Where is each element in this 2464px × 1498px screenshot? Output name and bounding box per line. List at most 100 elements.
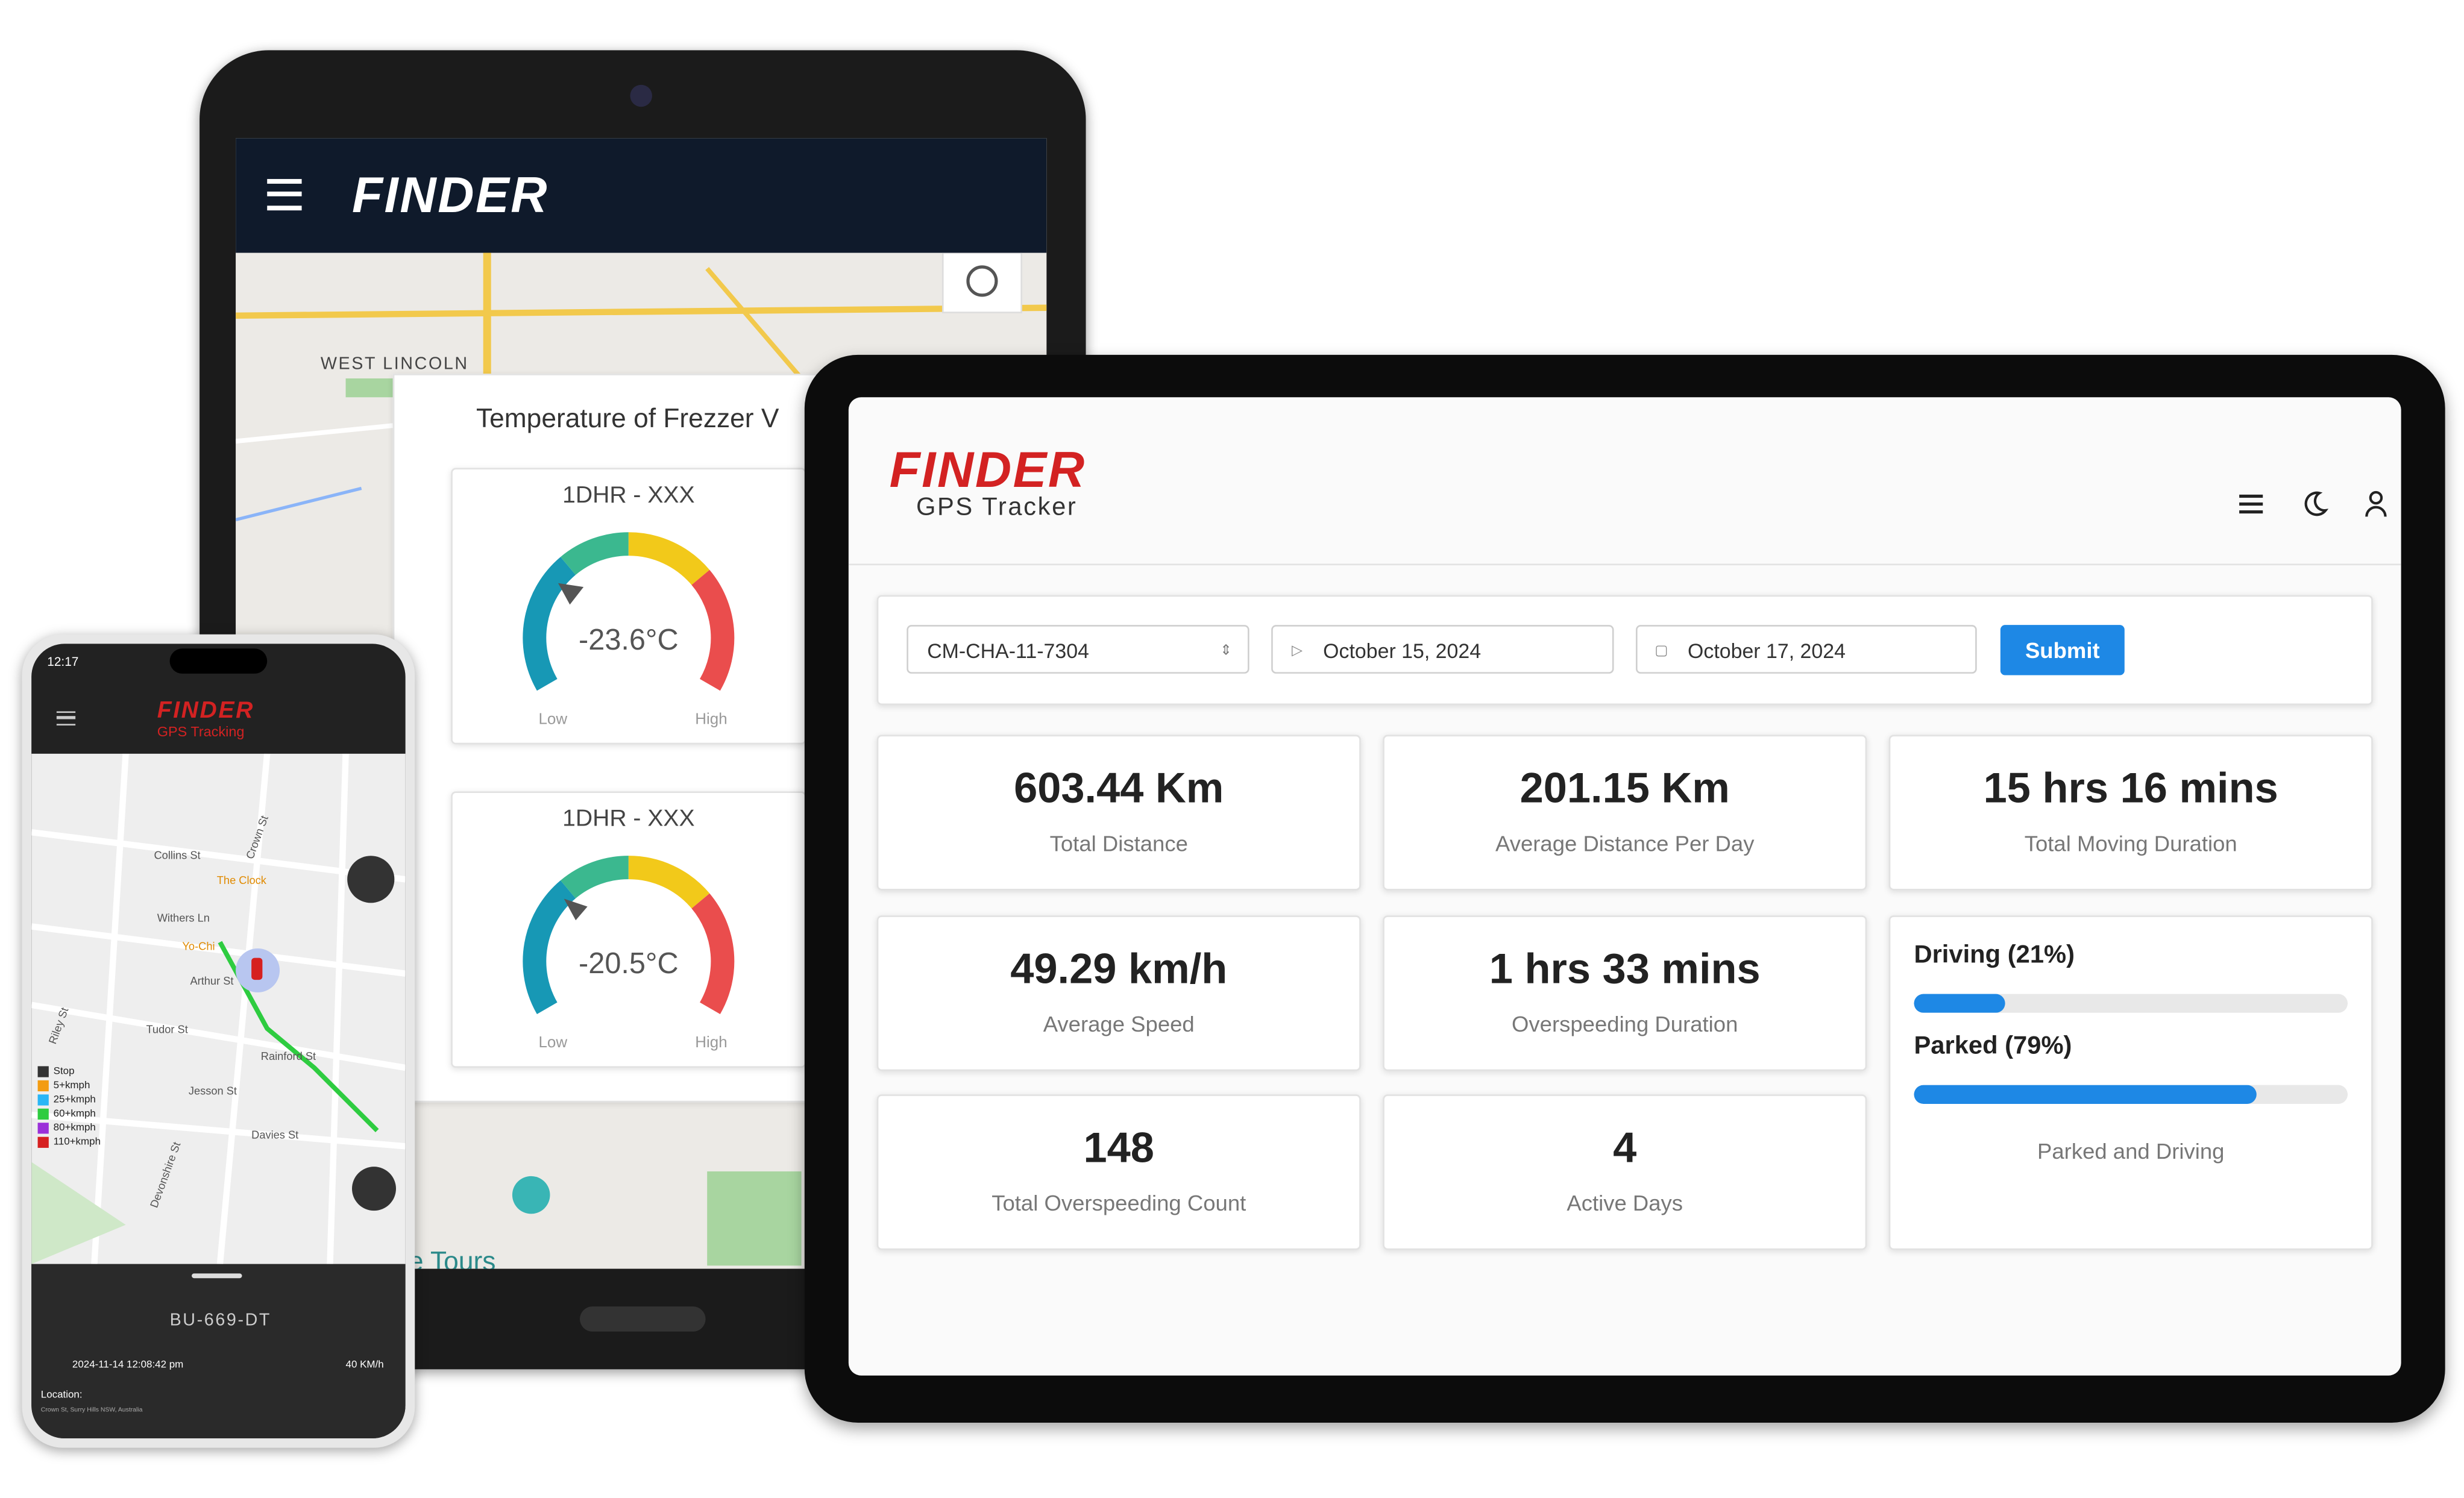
location-label: Location: bbox=[40, 1390, 83, 1401]
usage-caption: Parked and Driving bbox=[2037, 1138, 2225, 1164]
legend-item: 80+kmph bbox=[37, 1121, 101, 1135]
map-label: Rainford St bbox=[260, 1051, 316, 1064]
location: Crown St, Surry Hills NSW, Australia bbox=[40, 1405, 143, 1414]
gauge-arc bbox=[691, 893, 735, 1015]
phone: 12:17 FINDER GPS Tracking Collins St The … bbox=[22, 634, 415, 1448]
legend-swatch bbox=[37, 1136, 49, 1148]
notch bbox=[169, 648, 268, 674]
map-label: Jesson St bbox=[188, 1086, 237, 1098]
map-label: Tudor St bbox=[146, 1025, 188, 1036]
stat-label: Total Moving Duration bbox=[2024, 830, 2237, 856]
gauge-arc bbox=[691, 569, 735, 691]
gauge-arc bbox=[628, 532, 710, 586]
legend-label: 60+kmph bbox=[53, 1108, 96, 1120]
gauge-reading: -23.6°C bbox=[579, 624, 679, 656]
progress-track bbox=[1914, 994, 2348, 1013]
stat-card: 49.29 km/h Average Speed bbox=[876, 915, 1361, 1071]
camera bbox=[630, 84, 652, 107]
gauge-arc bbox=[561, 856, 629, 899]
gauge-arc bbox=[628, 856, 710, 909]
vehicle-panel: BU-669-DT 2024-11-14 12:08:42 pm 40 KM/h… bbox=[31, 1264, 406, 1439]
gauge-arc bbox=[561, 532, 629, 575]
gauge-needle bbox=[564, 898, 588, 921]
menu-button[interactable] bbox=[56, 711, 76, 725]
end-date[interactable]: ▢ October 17, 2024 bbox=[1635, 625, 1977, 674]
gauge-low: Low bbox=[538, 1033, 567, 1051]
divider bbox=[848, 563, 2401, 566]
stat-card: 201.15 Km Average Distance Per Day bbox=[1383, 735, 1867, 891]
map-label: Yo-Chi bbox=[182, 942, 215, 953]
profile-button[interactable] bbox=[2363, 490, 2389, 518]
map bbox=[236, 252, 1047, 1266]
legend-swatch bbox=[37, 1108, 49, 1120]
stat-card: 4 Active Days bbox=[1383, 1094, 1867, 1250]
gauge: -23.6°C Low High bbox=[523, 532, 735, 727]
vehicle-select[interactable]: CM-CHA-11-7304 ⇕ bbox=[907, 625, 1249, 674]
map-label: Collins St bbox=[154, 851, 201, 862]
gauge: -20.5°C Low High bbox=[523, 856, 735, 1051]
logo: FINDER bbox=[351, 166, 549, 224]
progress-bar bbox=[1914, 994, 2005, 1013]
timestamp: 2024-11-14 12:08:42 pm bbox=[72, 1359, 184, 1371]
usage-card: Driving (21%) Parked (79%) Parked and Dri… bbox=[1888, 915, 2373, 1250]
logo-subtitle: GPS Tracking bbox=[157, 724, 245, 740]
legend-label: 80+kmph bbox=[53, 1123, 96, 1134]
legend-item: Stop bbox=[37, 1065, 101, 1079]
stat-card: 603.44 Km Total Distance bbox=[876, 735, 1361, 891]
legend-item: 25+kmph bbox=[37, 1093, 101, 1107]
gauge-low: Low bbox=[538, 709, 567, 727]
menu-button[interactable] bbox=[267, 179, 302, 211]
app-header: FINDER bbox=[236, 138, 1047, 253]
map-label: Davies St bbox=[251, 1130, 299, 1142]
menu-button[interactable] bbox=[2239, 494, 2263, 514]
gauge-name: 1DHR - XXX bbox=[562, 805, 695, 833]
stat-label: Average Distance Per Day bbox=[1495, 830, 1755, 856]
gauge-needle bbox=[558, 583, 584, 605]
status-time: 12:17 bbox=[47, 654, 79, 669]
legend-swatch bbox=[37, 1066, 49, 1077]
stat-value: 603.44 Km bbox=[1014, 765, 1224, 812]
legend-item: 60+kmph bbox=[37, 1107, 101, 1121]
stat-value: 201.15 Km bbox=[1520, 765, 1730, 812]
logo: FINDER bbox=[157, 697, 254, 724]
stat-label: Average Speed bbox=[1043, 1011, 1195, 1036]
stat-label: Overspeeding Duration bbox=[1512, 1011, 1738, 1036]
gauge-arc bbox=[523, 557, 576, 691]
temperature-card: Temperature of Frezzer V 1DHR - XXX -23.6… bbox=[392, 374, 828, 1103]
home-button bbox=[580, 1306, 706, 1332]
stat-card: 15 hrs 16 mins Total Moving Duration bbox=[1888, 735, 2373, 891]
speed: 40 KM/h bbox=[345, 1359, 384, 1371]
vehicle-value: CM-CHA-11-7304 bbox=[927, 639, 1089, 663]
start-date[interactable]: ▷ October 15, 2024 bbox=[1271, 625, 1614, 674]
front-tablet: FINDER GPS Tracker CM-CHA-11-7304 ⇕ ▷ Octo… bbox=[804, 354, 2445, 1423]
legend-item: 110+kmph bbox=[37, 1135, 101, 1149]
usage-label: Parked (79%) bbox=[1914, 1033, 2072, 1060]
submit-button[interactable]: Submit bbox=[2000, 625, 2125, 675]
stat-label: Total Overspeeding Count bbox=[992, 1190, 1246, 1215]
legend-swatch bbox=[37, 1123, 49, 1134]
theme-toggle[interactable] bbox=[2301, 490, 2329, 518]
stat-label: Total Distance bbox=[1049, 830, 1188, 856]
legend-swatch bbox=[37, 1094, 49, 1106]
legend-label: 110+kmph bbox=[53, 1136, 101, 1148]
map-label: Withers Ln bbox=[157, 914, 210, 925]
progress-bar bbox=[1914, 1085, 2257, 1104]
gauge-high: High bbox=[695, 1033, 727, 1051]
usage-label: Driving (21%) bbox=[1914, 942, 2075, 969]
stat-value: 148 bbox=[1083, 1124, 1154, 1172]
legend: Stop 5+kmph 25+kmph 60+kmph 80+kmph 110+kmph bbox=[37, 1065, 101, 1150]
map-label: WEST LINCOLN bbox=[320, 354, 469, 374]
card-title: Temperature of Frezzer V bbox=[476, 403, 779, 434]
legend-swatch bbox=[37, 1080, 49, 1092]
street-grid bbox=[31, 753, 406, 1264]
stat-card: 148 Total Overspeeding Count bbox=[876, 1094, 1361, 1250]
legend-label: Stop bbox=[53, 1066, 75, 1077]
phone-screen: 12:17 FINDER GPS Tracking Collins St The … bbox=[31, 644, 406, 1439]
filter-bar: CM-CHA-11-7304 ⇕ ▷ October 15, 2024 ▢ Octob… bbox=[876, 595, 2373, 706]
legend-item: 5+kmph bbox=[37, 1079, 101, 1092]
dashboard-screen: FINDER GPS Tracker CM-CHA-11-7304 ⇕ ▷ Octo… bbox=[848, 397, 2401, 1376]
map-label: e Tours bbox=[408, 1247, 496, 1269]
phone-map: Collins St The Clock Withers Ln Yo-Chi Arthu… bbox=[31, 753, 406, 1264]
drag-handle bbox=[192, 1273, 242, 1279]
